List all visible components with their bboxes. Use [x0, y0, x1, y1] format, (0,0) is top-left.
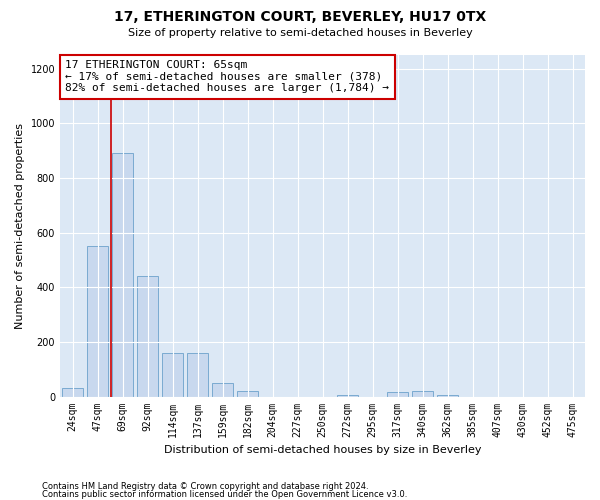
Text: Contains HM Land Registry data © Crown copyright and database right 2024.: Contains HM Land Registry data © Crown c…	[42, 482, 368, 491]
Bar	[387, 392, 408, 396]
Text: Size of property relative to semi-detached houses in Beverley: Size of property relative to semi-detach…	[128, 28, 472, 38]
Bar	[112, 154, 133, 396]
Bar	[212, 383, 233, 396]
Bar	[412, 391, 433, 396]
X-axis label: Distribution of semi-detached houses by size in Beverley: Distribution of semi-detached houses by …	[164, 445, 481, 455]
Y-axis label: Number of semi-detached properties: Number of semi-detached properties	[15, 123, 25, 329]
Text: 17 ETHERINGTON COURT: 65sqm
← 17% of semi-detached houses are smaller (378)
82% : 17 ETHERINGTON COURT: 65sqm ← 17% of sem…	[65, 60, 389, 94]
Bar	[62, 388, 83, 396]
Bar	[162, 353, 183, 397]
Bar	[337, 395, 358, 396]
Bar	[187, 353, 208, 397]
Text: Contains public sector information licensed under the Open Government Licence v3: Contains public sector information licen…	[42, 490, 407, 499]
Text: 17, ETHERINGTON COURT, BEVERLEY, HU17 0TX: 17, ETHERINGTON COURT, BEVERLEY, HU17 0T…	[114, 10, 486, 24]
Bar	[137, 276, 158, 396]
Bar	[437, 395, 458, 396]
Bar	[87, 246, 108, 396]
Bar	[237, 391, 258, 396]
